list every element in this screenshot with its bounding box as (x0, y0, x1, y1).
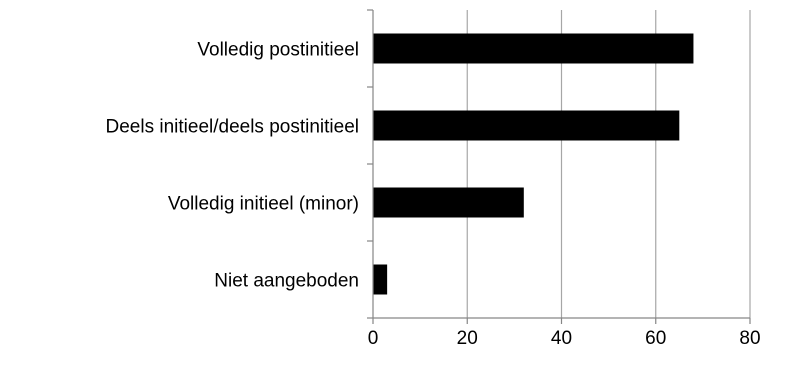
axes (367, 9, 751, 324)
category-label: Deels initieel/deels postinitieel (106, 117, 359, 138)
category-label: Volledig postinitieel (197, 40, 359, 61)
x-tick-label: 0 (368, 328, 379, 349)
bar (373, 187, 524, 218)
bar (373, 33, 694, 64)
tick-labels: 0 20 40 60 80 (368, 328, 761, 349)
category-label: Niet aangeboden (214, 271, 359, 292)
x-tick-label: 60 (645, 328, 666, 349)
category-labels: Volledig postinitieel Deels initieel/deel… (106, 40, 359, 292)
x-tick-label: 40 (551, 328, 572, 349)
bars (373, 33, 694, 295)
category-label: Volledig initieel (minor) (168, 194, 359, 215)
x-tick-label: 80 (739, 328, 760, 349)
bar (373, 110, 680, 141)
x-tick-label: 20 (457, 328, 478, 349)
bar (373, 264, 388, 295)
